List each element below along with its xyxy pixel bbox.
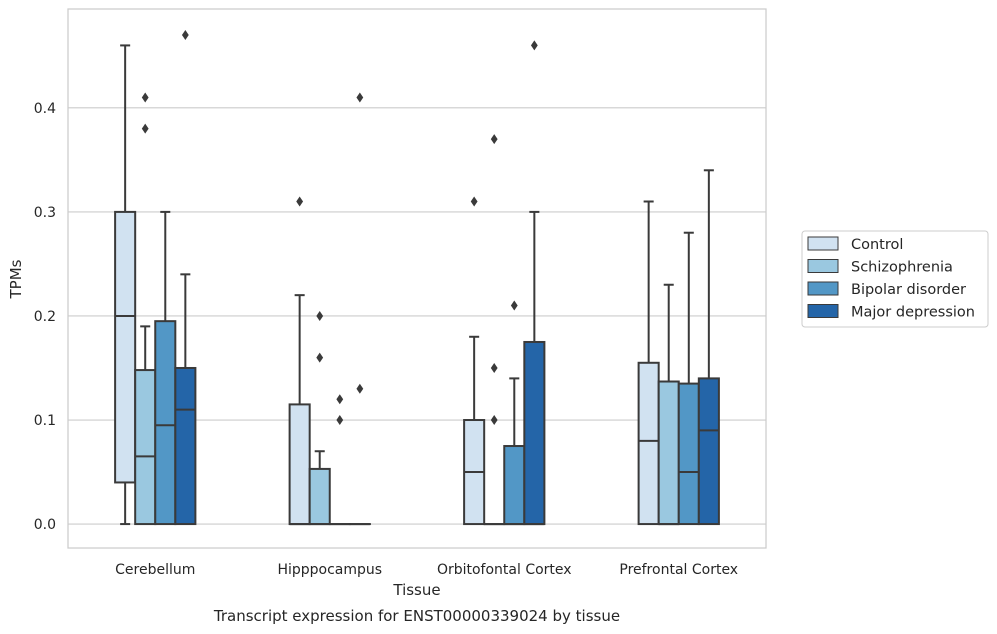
outlier-point — [181, 30, 189, 41]
legend-frame — [801, 230, 989, 328]
y-axis-label: TPMs — [7, 259, 25, 299]
legend-swatch — [807, 259, 839, 273]
legend-label: Schizophrenia — [851, 260, 953, 276]
box-major-depression — [697, 169, 720, 526]
box-schizophrenia — [308, 310, 331, 526]
x-axis-label: Tissue — [392, 581, 440, 599]
box-iqr — [288, 403, 311, 526]
box-control — [288, 196, 311, 526]
outlier-point — [530, 40, 538, 51]
legend-label: Control — [851, 237, 903, 253]
outlier-point — [356, 92, 364, 103]
outlier-point — [490, 134, 498, 145]
y-tick-label: 0.2 — [34, 309, 56, 325]
box-major-depression — [174, 30, 197, 526]
box-major-depression — [348, 92, 371, 526]
legend-label: Bipolar disorder — [851, 282, 966, 298]
y-tick-label: 0.1 — [34, 413, 56, 429]
outlier-point — [490, 415, 498, 426]
x-tick-label: Prefrontal Cortex — [619, 562, 738, 578]
y-tick-label: 0.4 — [34, 101, 56, 117]
plot-frame — [67, 8, 767, 549]
box-layer — [114, 30, 720, 526]
x-tick-label: Orbitofontal Cortex — [437, 562, 572, 578]
y-tick-labels: 0.0 0.1 0.2 0.3 0.4 — [34, 101, 56, 533]
outlier-point — [470, 196, 478, 207]
outlier-point — [336, 394, 344, 405]
box-iqr — [134, 369, 157, 526]
box-iqr — [697, 377, 720, 526]
box-iqr — [154, 320, 177, 526]
chart-caption: Transcript expression for ENST0000033902… — [213, 607, 620, 625]
x-tick-label: Cerebellum — [115, 562, 195, 578]
x-tick-labels: Cerebellum Hipppocampus Orbitofontal Corte… — [115, 562, 738, 578]
outlier-point — [510, 300, 518, 311]
box-iqr — [523, 340, 546, 526]
box-iqr — [308, 467, 331, 526]
outlier-point — [336, 415, 344, 426]
outlier-point — [490, 362, 498, 373]
box-control — [463, 196, 486, 526]
legend-swatch — [807, 236, 839, 251]
outlier-point — [141, 123, 149, 134]
box-major-depression — [523, 40, 546, 526]
box-control — [637, 200, 660, 526]
y-tick-label: 0.0 — [34, 517, 56, 533]
box-iqr — [114, 210, 137, 484]
outlier-point — [316, 310, 324, 321]
y-tick-label: 0.3 — [34, 205, 56, 221]
box-iqr — [174, 366, 197, 526]
legend: Control Schizophrenia Bipolar disorder Majo… — [801, 230, 989, 328]
x-tick-label: Hipppocampus — [277, 562, 382, 578]
box-iqr — [657, 380, 680, 526]
box-iqr — [637, 361, 660, 526]
legend-swatch — [807, 304, 839, 318]
box-schizophrenia — [657, 283, 680, 526]
box-control — [114, 44, 137, 526]
outlier-point — [141, 92, 149, 103]
outlier-point — [356, 383, 364, 394]
box-iqr — [677, 382, 700, 526]
legend-swatch — [807, 281, 839, 296]
outlier-point — [296, 196, 304, 207]
legend-label: Major depression — [851, 305, 975, 321]
outlier-point — [316, 352, 324, 363]
box-schizophrenia — [483, 134, 506, 526]
box-iqr — [503, 445, 526, 526]
